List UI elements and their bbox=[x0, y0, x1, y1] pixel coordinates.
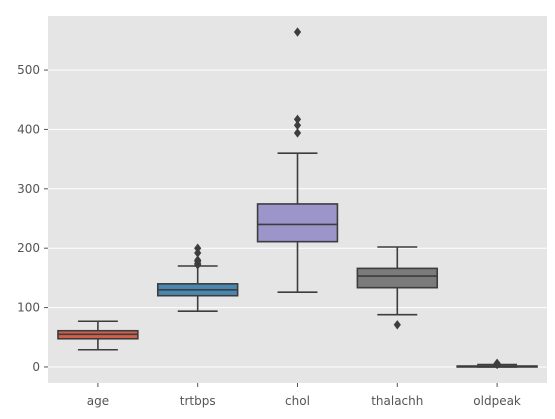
outlier-trtbps-3 bbox=[194, 255, 202, 265]
boxes bbox=[57, 27, 538, 370]
y-tick-label-200: 200 bbox=[17, 241, 40, 255]
x-tick-label-oldpeak: oldpeak bbox=[473, 394, 521, 408]
box-thalachh bbox=[356, 246, 439, 330]
y-tick-label-400: 400 bbox=[17, 122, 40, 136]
y-tick-label-300: 300 bbox=[17, 182, 40, 196]
outlier-chol-3 bbox=[293, 27, 302, 37]
box-age bbox=[57, 320, 139, 351]
y-tick-label-0: 0 bbox=[32, 360, 40, 374]
x-axis: age trtbps chol thalachh oldpeak bbox=[87, 383, 521, 408]
x-tick-label-chol: chol bbox=[285, 394, 310, 408]
box-body-thalachh bbox=[356, 267, 439, 289]
y-tick-label-100: 100 bbox=[17, 301, 40, 315]
outlier-thalachh-0 bbox=[393, 320, 401, 330]
outlier-chol-1 bbox=[293, 120, 302, 130]
x-tick-label-thalachh: thalachh bbox=[371, 394, 423, 408]
outlier-oldpeak-3 bbox=[493, 358, 501, 368]
box-chol bbox=[256, 27, 339, 293]
x-tick-label-age: age bbox=[87, 394, 109, 408]
box-trtbps bbox=[156, 243, 239, 312]
x-tick-label-trtbps: trtbps bbox=[180, 394, 216, 408]
outlier-trtbps-4 bbox=[194, 248, 202, 258]
outlier-trtbps-5 bbox=[194, 243, 202, 253]
box-body-chol bbox=[256, 203, 339, 243]
box-oldpeak bbox=[456, 358, 538, 370]
y-tick-label-500: 500 bbox=[17, 63, 40, 77]
y-axis: 0 100 200 300 400 500 bbox=[17, 63, 48, 374]
outlier-chol-0 bbox=[293, 128, 302, 138]
outlier-chol-2 bbox=[293, 114, 302, 125]
